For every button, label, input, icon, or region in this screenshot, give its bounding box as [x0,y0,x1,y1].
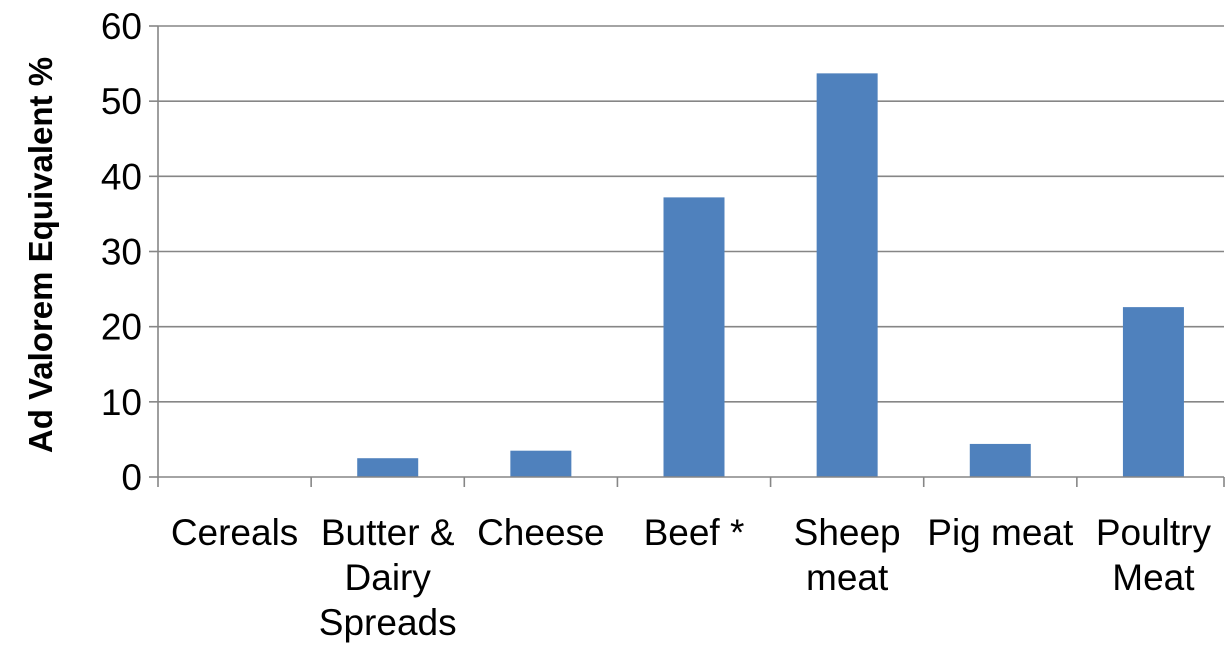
bar-butter-dairy-spreads [357,458,419,477]
x-tick-label: Sheep meat [794,512,901,598]
y-tick-labels: 0 10 20 30 40 50 60 [101,6,142,498]
y-tick-label: 10 [101,382,142,423]
y-tick-label: 0 [121,457,142,498]
y-tick-label: 60 [101,6,142,47]
x-tick-label: Pig meat [927,512,1074,553]
bar-sheep-meat [816,73,878,477]
y-axis-label: Ad Valorem Equivalent % [22,57,59,453]
y-tick-label: 50 [101,81,142,122]
x-tick-label: Cheese [477,512,605,553]
bar-poultry-meat [1122,307,1184,477]
x-tick-label: Poultry Meat [1096,512,1212,598]
y-tick-label: 40 [101,156,142,197]
bars [357,73,1184,477]
bar-pig-meat [969,443,1031,477]
bar-beef [663,197,725,477]
axes [149,25,1225,487]
x-tick-label: Beef * [644,512,745,553]
x-tick-label: Butter & Dairy Spreads [319,512,457,643]
y-tick-label: 20 [101,307,142,348]
bar-cheese [510,450,572,477]
y-tick-label: 30 [101,232,142,273]
x-tick-labels: Cereals Butter & Dairy Spreads Cheese Beef * S… [171,512,1212,643]
x-tick-label: Cereals [171,512,299,553]
